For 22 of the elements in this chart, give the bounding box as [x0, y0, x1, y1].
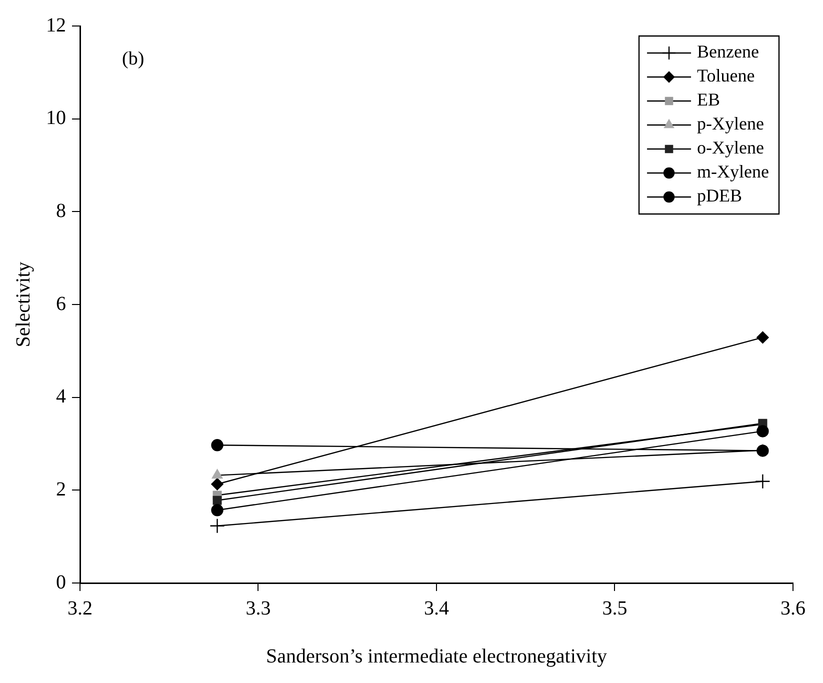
legend-label: pDEB — [697, 186, 742, 206]
y-tick-label: 10 — [46, 107, 66, 130]
y-tick-label: 0 — [56, 571, 66, 594]
legend-label: m-Xylene — [697, 162, 770, 182]
y-tick-label: 4 — [56, 386, 66, 408]
x-tick-label: 3.6 — [780, 597, 806, 620]
x-tick-label: 3.4 — [424, 597, 449, 620]
x-tick-label: 3.5 — [602, 597, 628, 620]
legend-label: o-Xylene — [697, 138, 764, 158]
y-tick-label: 8 — [56, 200, 66, 222]
x-axis-title: Sanderson’s intermediate electronegativity — [266, 645, 607, 668]
legend-label: EB — [697, 90, 720, 110]
annotation: (b) — [122, 48, 144, 70]
legend-label: Benzene — [697, 42, 759, 62]
y-axis-title: Selectivity — [12, 262, 34, 348]
x-tick-label: 3.3 — [246, 597, 271, 620]
legend-label: Toluene — [697, 66, 755, 86]
y-tick-label: 12 — [46, 14, 66, 36]
x-tick-label: 3.2 — [68, 597, 92, 620]
legend-label: p-Xylene — [697, 114, 764, 134]
y-tick-label: 2 — [56, 478, 66, 500]
y-tick-label: 6 — [56, 292, 66, 315]
